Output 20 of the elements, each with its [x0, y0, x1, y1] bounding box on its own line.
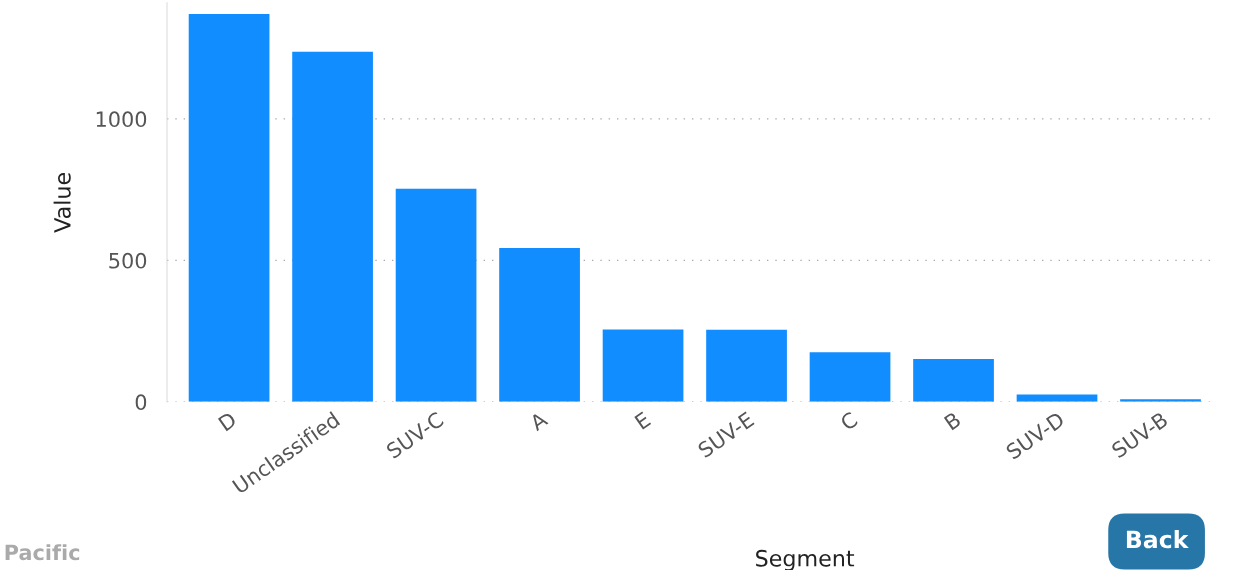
bar [188, 13, 270, 402]
x-tick-label: A [528, 410, 549, 432]
y-tick-label: 500 [109, 252, 147, 269]
bar [292, 51, 373, 402]
bar [499, 247, 580, 402]
x-tick-label: B [943, 411, 962, 431]
bar [395, 188, 477, 402]
text: Pacific [5, 544, 80, 561]
bar [602, 329, 684, 402]
bar [1016, 394, 1098, 402]
x-tick-label: C [839, 411, 859, 432]
bar [809, 352, 891, 402]
y-tick-label: 1000 [96, 111, 147, 128]
x-axis-title: Segment [756, 549, 855, 570]
y-axis-title: Value [53, 173, 71, 233]
y-tick-label: 0 [135, 394, 147, 411]
x-tick-label: E [634, 411, 652, 430]
bar [913, 359, 994, 402]
bar [706, 329, 787, 402]
text: Back [1126, 530, 1189, 549]
